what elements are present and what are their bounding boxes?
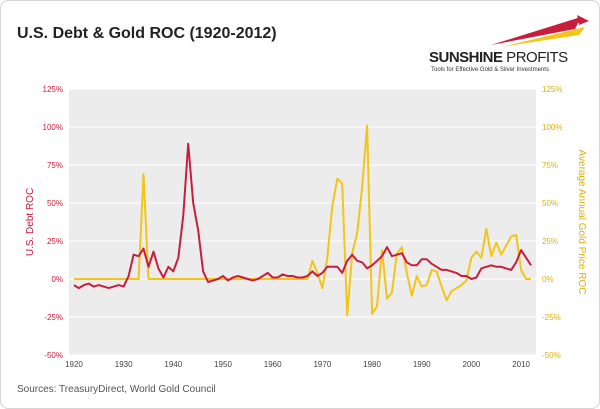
y-axis-ticks: -50% -25% 0% 25% 50% 75% 100% 125% [43,85,63,360]
y-tick-label: -50% [44,351,63,360]
y-tick-label: 50% [47,199,63,208]
x-tick-label: 1960 [264,360,282,369]
series-debt-line [73,142,532,290]
y2-tick-label: -50% [542,351,561,360]
y2-tick-label: 25% [542,237,558,246]
x-tick-label: 1940 [164,360,182,369]
y-tick-label: -25% [44,313,63,322]
y2-axis-ticks: -50% -25% 0% 25% 50% 75% 100% 125% [542,85,562,360]
y2-tick-label: 125% [542,85,562,94]
series-lines [73,124,532,317]
logo-tagline: Tools for Effective Gold & Silver Invest… [431,67,549,73]
x-tick-label: 1920 [65,360,83,369]
chart-title: U.S. Debt & Gold ROC (1920-2012) [17,25,277,42]
x-tick-label: 1970 [313,360,331,369]
y-axis-title: U.S. Debt ROC [25,188,36,256]
y-tick-label: 25% [47,237,63,246]
logo-arrow-icon [491,15,589,47]
sunshine-profits-logo: SUNSHINE PROFITS Tools for Effective Gol… [429,15,589,75]
series-gold-line [74,124,531,317]
y-tick-label: 0% [51,275,63,284]
y-tick-label: 100% [43,123,63,132]
y2-tick-label: 50% [542,199,558,208]
logo-name-bold: SUNSHINE [429,49,503,66]
logo-name: SUNSHINE PROFITS [429,49,568,66]
plot-area [69,89,536,355]
x-tick-label: 1950 [214,360,232,369]
x-axis-ticks: 1920 1930 1940 1950 1960 1970 1980 1990 2000 2010 [65,360,530,369]
gridlines [69,88,536,356]
source-note: Sources: TreasuryDirect, World Gold Coun… [17,384,216,395]
y2-tick-label: 0% [542,275,554,284]
y2-axis-title: Average Annual Gold Price ROC [576,150,587,295]
logo-name-light: PROFITS [502,49,568,66]
y2-tick-label: 100% [542,123,562,132]
x-tick-label: 1990 [413,360,431,369]
x-tick-label: 1930 [115,360,133,369]
y2-tick-label: 75% [542,161,558,170]
y-tick-label: 125% [43,85,63,94]
x-tick-label: 2010 [512,360,530,369]
x-tick-label: 2000 [463,360,481,369]
x-tick-label: 1980 [363,360,381,369]
y-tick-label: 75% [47,161,63,170]
y2-tick-label: -25% [542,313,561,322]
